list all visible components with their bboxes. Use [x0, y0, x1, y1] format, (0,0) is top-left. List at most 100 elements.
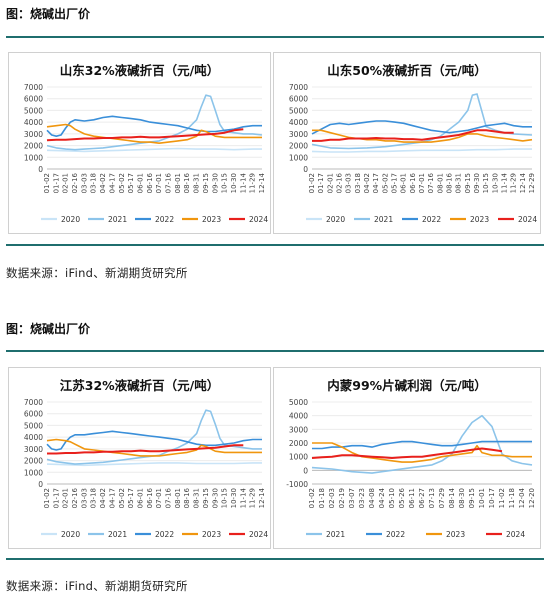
legend-item-2022: 2022	[135, 215, 174, 224]
x-tick-label: 08-01	[174, 173, 182, 193]
x-tick-label: 11-29	[249, 488, 257, 508]
x-tick-label: 04-02	[99, 488, 107, 508]
legend-label: 2021	[374, 215, 393, 224]
x-tick-label: 07-01	[155, 173, 163, 193]
x-tick-label: 11-14	[501, 172, 509, 193]
x-tick-label: 06-11	[408, 488, 416, 508]
x-tick-label: 05-17	[391, 173, 399, 193]
legend-label: 2023	[202, 530, 221, 539]
chart-title: 内蒙99%片碱利润（元/吨）	[327, 378, 487, 393]
x-tick-label: 05-02	[381, 173, 389, 193]
legend-label: 2024	[506, 530, 525, 539]
x-tick-label: 01-02	[308, 173, 316, 193]
legend-label: 2022	[155, 215, 174, 224]
x-tick-label: 06-01	[136, 173, 144, 193]
x-tick-label: 02-16	[71, 172, 79, 193]
legend-item-2022: 2022	[402, 215, 441, 224]
x-tick-label: 04-08	[368, 488, 376, 508]
x-tick-label: 04-17	[108, 488, 116, 508]
x-tick-label: 08-31	[193, 488, 201, 508]
x-tick-label: 06-16	[146, 172, 154, 193]
x-tick-label: 02-03	[328, 488, 336, 508]
x-tick-label: 09-30	[211, 173, 219, 193]
legend-label: 2021	[108, 215, 127, 224]
series-line-2022	[46, 430, 262, 451]
y-tick-label: 3000	[289, 425, 308, 434]
legend-item-2020: 2020	[41, 215, 80, 224]
series-line-2023	[312, 442, 532, 463]
y-tick-label: 1000	[24, 468, 43, 477]
series-line-2022	[46, 115, 262, 137]
x-tick-label: 08-16	[446, 172, 454, 193]
x-tick-label: 01-18	[318, 488, 326, 508]
x-tick-label: 12-20	[528, 488, 536, 508]
series-line-2021	[311, 93, 533, 150]
x-tick-label: 02-01	[62, 488, 70, 508]
x-tick-label: 01-02	[308, 488, 316, 508]
y-tick-label: 0	[303, 466, 308, 475]
x-tick-label: 08-31	[455, 173, 463, 193]
x-tick-label: 01-17	[52, 173, 60, 193]
y-tick-label: 7000	[24, 83, 43, 92]
x-tick-label: 03-18	[90, 488, 98, 508]
x-tick-label: 04-02	[363, 173, 371, 193]
legend-label: 2023	[202, 215, 221, 224]
x-tick-label: 11-14	[239, 487, 247, 508]
legend-item-2023: 2023	[426, 530, 465, 539]
x-tick-label: 06-27	[418, 488, 426, 508]
y-tick-label: 3000	[24, 445, 43, 454]
x-tick-label: 08-14	[448, 487, 456, 508]
series-line-2022	[312, 440, 532, 450]
legend-item-2024: 2024	[229, 215, 268, 224]
legend-label: 2020	[326, 215, 345, 224]
x-tick-label: 09-15	[202, 173, 210, 193]
x-tick-label: 08-16	[183, 487, 191, 508]
y-tick-label: 0	[38, 165, 43, 174]
x-tick-label: 03-18	[354, 173, 362, 193]
x-tick-label: 11-29	[249, 173, 257, 193]
series-line-2024	[46, 128, 244, 142]
y-tick-label: 7000	[289, 83, 308, 92]
series-line-2024	[47, 444, 244, 455]
chart-title: 山东50%液碱折百（元/吨）	[327, 63, 487, 78]
y-tick-label: 1000	[289, 453, 308, 462]
chart-panel-shandong-50: 山东50%液碱折百（元/吨） 0 1000 2000 3000 4000 5000 6000 7…	[273, 52, 541, 234]
x-tick-label: 10-01	[478, 488, 486, 508]
x-tick-label: 09-15	[202, 488, 210, 508]
y-tick-label: 6000	[24, 95, 43, 104]
chart-shandong-32: 山东32%液碱折百（元/吨） 0 1000 2000 3000 4000 5000 6000 7…	[24, 63, 268, 224]
x-tick-label: 07-29	[438, 488, 446, 508]
x-tick-label: 01-02	[43, 173, 51, 193]
x-tick-label: 07-13	[428, 488, 436, 508]
x-tick-label: 11-14	[239, 172, 247, 193]
series-line-2020	[46, 147, 262, 153]
y-tick-label: 4000	[24, 118, 43, 127]
data-source-note: 数据来源：iFind、新湖期货研究所	[6, 266, 188, 280]
x-tick-label: 04-24	[378, 487, 386, 508]
legend-label: 2024	[249, 215, 268, 224]
legend-item-2020: 2020	[306, 215, 345, 224]
legend-item-2024: 2024	[498, 215, 537, 224]
y-tick-label: 5000	[24, 106, 43, 115]
legend-label: 2022	[386, 530, 405, 539]
legend-label: 2023	[446, 530, 465, 539]
x-tick-label: 04-17	[372, 173, 380, 193]
series-line-2024	[311, 447, 503, 459]
x-tick-label: 09-15	[464, 173, 472, 193]
y-tick-label: 5000	[289, 398, 308, 407]
x-tick-label: 07-16	[165, 487, 173, 508]
chart-panel-jiangsu-32: 江苏32%液碱折百（元/吨） 0 1000 2000 3000 4000 5000 6000 7…	[8, 367, 271, 549]
y-tick-label: 3000	[24, 130, 43, 139]
x-tick-label: 02-01	[62, 173, 70, 193]
y-tick-label: 5000	[289, 106, 308, 115]
series-line-2024	[312, 129, 514, 142]
legend-item-2023: 2023	[182, 530, 221, 539]
x-tick-label: 10-17	[488, 488, 496, 508]
x-tick-label: 06-01	[400, 173, 408, 193]
y-tick-label: 4000	[24, 433, 43, 442]
x-tick-label: 12-29	[528, 173, 536, 193]
x-tick-label: 08-30	[458, 488, 466, 508]
legend-label: 2022	[155, 530, 174, 539]
y-tick-label: 0	[38, 480, 43, 489]
x-tick-label: 07-01	[155, 488, 163, 508]
